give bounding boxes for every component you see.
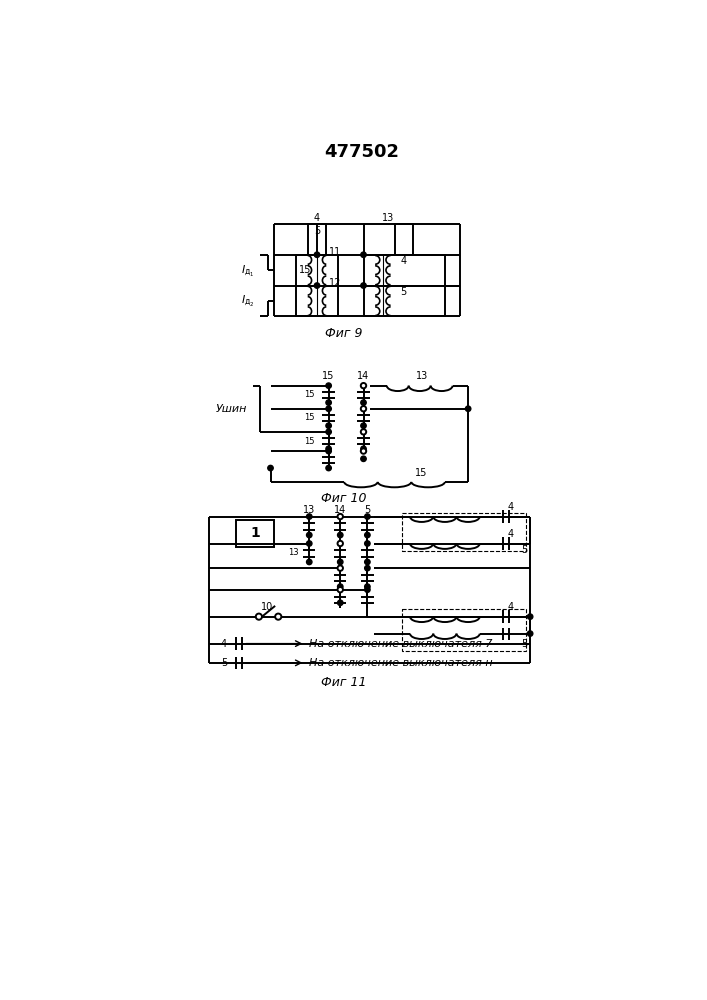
Circle shape: [326, 423, 332, 428]
Circle shape: [465, 406, 471, 411]
Text: На отключение выключателя н: На отключение выключателя н: [309, 658, 493, 668]
Circle shape: [326, 446, 332, 451]
Text: 15: 15: [304, 390, 315, 399]
Circle shape: [307, 559, 312, 565]
Circle shape: [326, 406, 332, 411]
Circle shape: [337, 565, 343, 571]
Circle shape: [365, 587, 370, 592]
Circle shape: [361, 252, 366, 257]
Text: 15: 15: [416, 468, 428, 478]
Text: 1: 1: [250, 526, 260, 540]
Bar: [363, 286, 445, 316]
Bar: [402, 609, 526, 651]
Text: Фиг 10: Фиг 10: [322, 492, 367, 505]
Bar: [308, 224, 327, 255]
Bar: [395, 224, 413, 255]
Circle shape: [337, 559, 343, 565]
Circle shape: [361, 283, 366, 288]
Circle shape: [365, 514, 370, 519]
Text: На отключение выключателя 7: На отключение выключателя 7: [309, 639, 493, 649]
Text: 5: 5: [364, 505, 370, 515]
Circle shape: [268, 465, 273, 471]
Text: $I_{\rm д_2}$: $I_{\rm д_2}$: [241, 293, 255, 308]
Text: 5: 5: [314, 226, 320, 236]
Text: 15: 15: [304, 413, 315, 422]
Circle shape: [365, 584, 370, 589]
Bar: [296, 286, 338, 316]
Circle shape: [361, 383, 366, 388]
Text: 11: 11: [329, 247, 341, 257]
Text: 10: 10: [260, 602, 273, 612]
Circle shape: [275, 614, 281, 620]
Circle shape: [527, 631, 533, 636]
Circle shape: [361, 446, 366, 451]
Text: 4: 4: [508, 602, 514, 612]
Circle shape: [337, 584, 343, 589]
Text: 15: 15: [299, 265, 312, 275]
Circle shape: [315, 283, 320, 288]
Circle shape: [326, 383, 332, 388]
Text: 4: 4: [314, 213, 320, 223]
Text: 5: 5: [221, 658, 227, 668]
Bar: [296, 255, 338, 286]
Text: 4: 4: [508, 529, 514, 539]
Circle shape: [361, 456, 366, 461]
Circle shape: [361, 406, 366, 411]
Text: 15: 15: [322, 371, 335, 381]
Text: 14: 14: [334, 505, 346, 515]
Circle shape: [337, 532, 343, 538]
Circle shape: [361, 429, 366, 435]
Text: 5: 5: [521, 639, 527, 649]
Text: 13: 13: [303, 505, 315, 515]
Circle shape: [365, 541, 370, 546]
Circle shape: [365, 559, 370, 565]
Circle shape: [361, 423, 366, 428]
Circle shape: [256, 614, 262, 620]
Text: Фиг 11: Фиг 11: [322, 676, 367, 689]
Text: 14: 14: [357, 371, 370, 381]
Circle shape: [527, 614, 533, 619]
Text: 13: 13: [288, 548, 299, 557]
Text: 4: 4: [221, 639, 227, 649]
Text: 4: 4: [401, 256, 407, 266]
Circle shape: [365, 565, 370, 571]
Circle shape: [365, 532, 370, 538]
Circle shape: [307, 532, 312, 538]
Circle shape: [307, 514, 312, 519]
Circle shape: [326, 400, 332, 405]
Text: 13: 13: [382, 213, 395, 223]
Text: 12: 12: [329, 278, 341, 288]
Text: 5: 5: [401, 287, 407, 297]
Text: $I_{\rm д_1}$: $I_{\rm д_1}$: [241, 263, 255, 278]
Bar: [235, 520, 274, 547]
Bar: [363, 255, 445, 286]
Circle shape: [361, 400, 366, 405]
Circle shape: [361, 448, 366, 454]
Circle shape: [326, 448, 332, 454]
Text: 477502: 477502: [325, 143, 399, 161]
Bar: [402, 513, 526, 551]
Circle shape: [315, 252, 320, 257]
Circle shape: [307, 541, 312, 546]
Circle shape: [337, 587, 343, 592]
Text: 5: 5: [521, 545, 527, 555]
Circle shape: [337, 600, 343, 605]
Circle shape: [337, 541, 343, 546]
Circle shape: [326, 465, 332, 471]
Circle shape: [326, 429, 332, 435]
Text: Ушин: Ушин: [216, 404, 247, 414]
Text: 15: 15: [304, 437, 315, 446]
Text: 4: 4: [508, 502, 514, 512]
Circle shape: [337, 514, 343, 519]
Text: Фиг 9: Фиг 9: [325, 327, 363, 340]
Text: 13: 13: [416, 371, 428, 381]
